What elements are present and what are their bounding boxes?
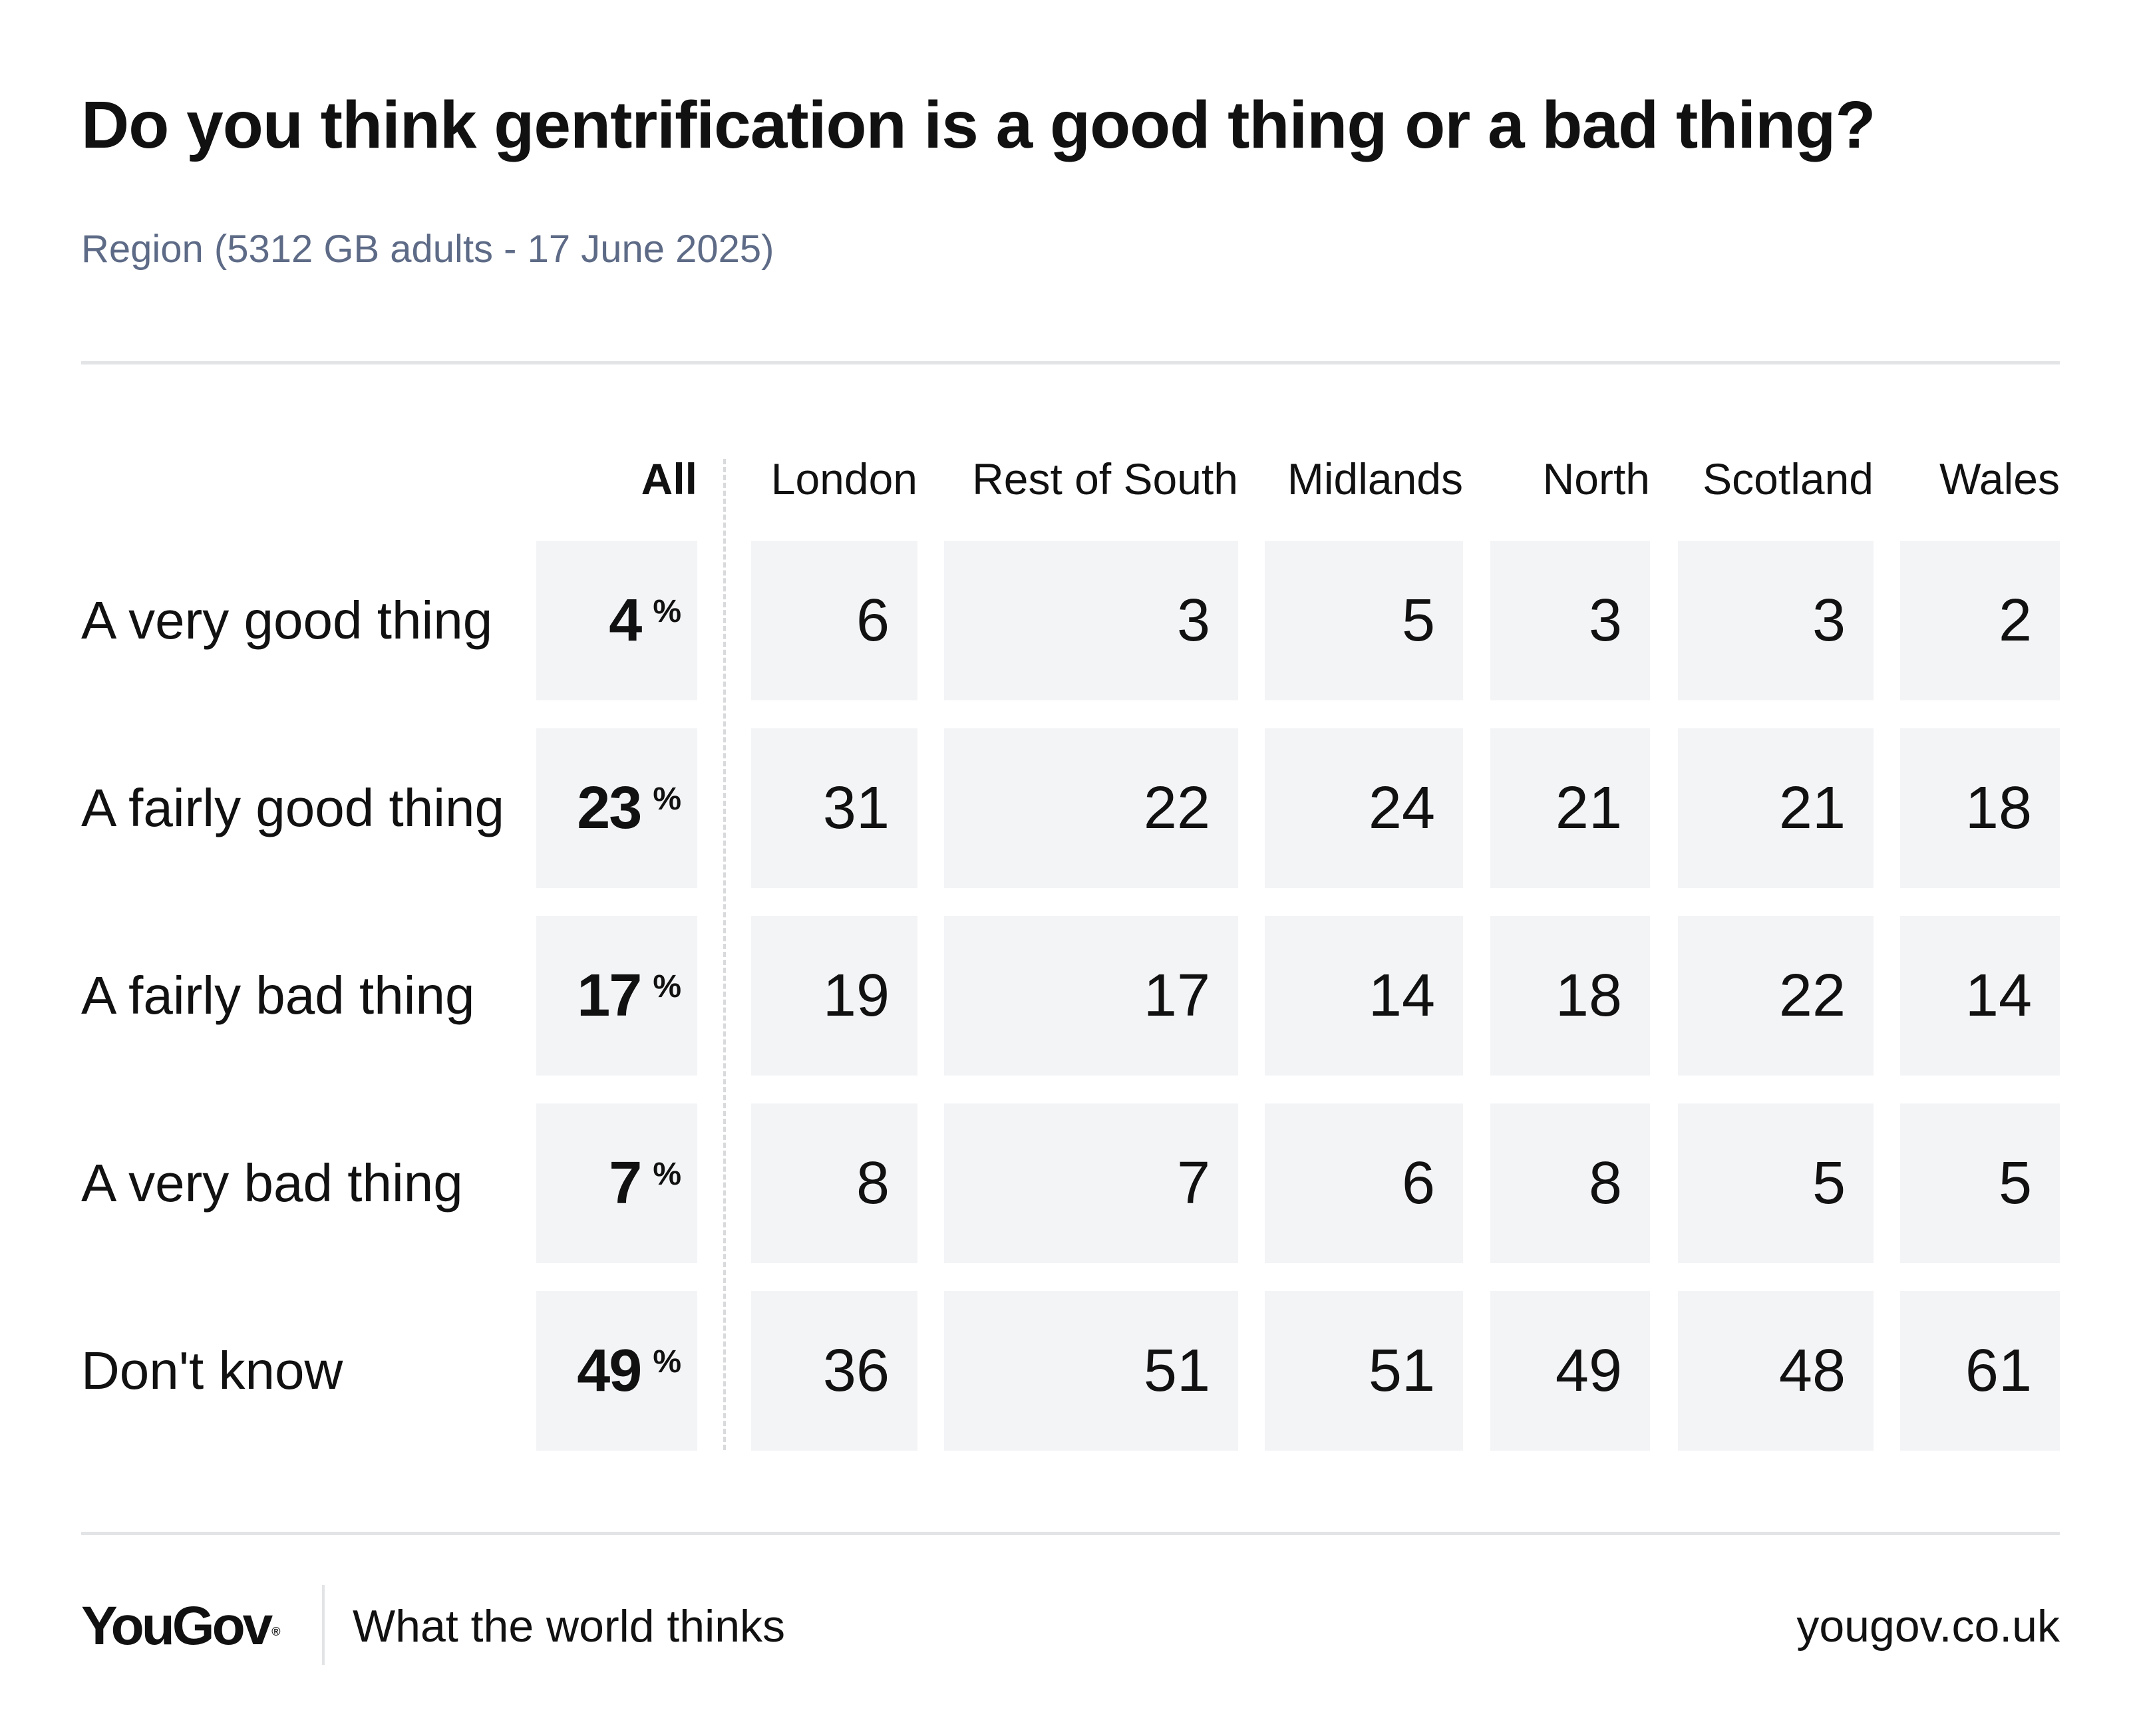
table-cell: 6 — [1265, 1103, 1463, 1263]
table-cell: 5 — [1265, 541, 1463, 700]
cell-value: 8 — [1588, 1149, 1622, 1217]
cell-value: 48 — [1778, 1337, 1846, 1404]
all-value-cell: 7% — [536, 1103, 697, 1263]
table-cell: 61 — [1900, 1291, 2060, 1451]
table-cell: 49 — [1490, 1291, 1650, 1451]
table-cell: 31 — [751, 728, 917, 888]
cell-value: 7 — [1176, 1149, 1210, 1217]
table-cell: 48 — [1678, 1291, 1874, 1451]
column-header-north: North — [1542, 454, 1650, 504]
table-cell: 22 — [1678, 916, 1874, 1076]
row-label: A fairly bad thing — [81, 966, 475, 1025]
table-cell: 3 — [1678, 541, 1874, 700]
cell-value: 21 — [1778, 774, 1846, 841]
percent-sign: % — [653, 781, 681, 817]
cell-value: 22 — [1143, 774, 1210, 841]
cell-value: 14 — [1965, 962, 2032, 1029]
column-header-scotland: Scotland — [1703, 454, 1874, 504]
table-cell: 36 — [751, 1291, 917, 1451]
cell-value: 31 — [822, 774, 890, 841]
percent-sign: % — [653, 1156, 681, 1192]
table-cell: 8 — [1490, 1103, 1650, 1263]
table-cell: 22 — [944, 728, 1238, 888]
cell-value: 6 — [856, 587, 890, 654]
cell-value: 18 — [1965, 774, 2032, 841]
chart-subtitle: Region (5312 GB adults - 17 June 2025) — [81, 227, 774, 271]
table-cell: 17 — [944, 916, 1238, 1076]
cell-value: 3 — [1588, 587, 1622, 654]
cell-value: 36 — [822, 1337, 890, 1404]
table-cell: 18 — [1900, 728, 2060, 888]
table-cell: 51 — [944, 1291, 1238, 1451]
all-value: 49 — [577, 1337, 642, 1404]
column-header-london: London — [770, 454, 917, 504]
cell-value: 24 — [1368, 774, 1435, 841]
table-cell: 18 — [1490, 916, 1650, 1076]
cell-value: 6 — [1401, 1149, 1435, 1217]
percent-sign: % — [653, 968, 681, 1004]
column-header-midlands: Midlands — [1287, 454, 1463, 504]
column-header-rest-of-south: Rest of South — [972, 454, 1238, 504]
table-cell: 8 — [751, 1103, 917, 1263]
yougov-logo[interactable]: YouGov ® — [81, 1596, 281, 1656]
top-divider — [81, 361, 2060, 364]
table-cell: 2 — [1900, 541, 2060, 700]
cell-value: 49 — [1555, 1337, 1622, 1404]
all-value: 7 — [609, 1149, 642, 1217]
all-value: 4 — [609, 587, 642, 654]
table-cell: 6 — [751, 541, 917, 700]
column-header-all: All — [641, 454, 697, 504]
chart-title: Do you think gentrification is a good th… — [81, 88, 1876, 162]
column-header-wales: Wales — [1939, 454, 2060, 504]
all-value-cell: 49% — [536, 1291, 697, 1451]
cell-value: 51 — [1143, 1337, 1210, 1404]
cell-value: 3 — [1176, 587, 1210, 654]
table-cell: 3 — [1490, 541, 1650, 700]
cell-value: 2 — [1998, 587, 2032, 654]
bottom-divider — [81, 1532, 2060, 1535]
footer-tagline: What the world thinks — [353, 1601, 786, 1652]
table-cell: 5 — [1678, 1103, 1874, 1263]
registered-mark: ® — [271, 1625, 281, 1638]
table-cell: 19 — [751, 916, 917, 1076]
cell-value: 22 — [1778, 962, 1846, 1029]
table-cell: 7 — [944, 1103, 1238, 1263]
all-column-divider — [723, 459, 726, 1450]
cell-value: 17 — [1143, 962, 1210, 1029]
cell-value: 18 — [1555, 962, 1622, 1029]
row-label: A very good thing — [81, 591, 493, 650]
row-label: Don't know — [81, 1341, 343, 1400]
table-cell: 14 — [1900, 916, 2060, 1076]
cell-value: 3 — [1812, 587, 1846, 654]
table-cell: 14 — [1265, 916, 1463, 1076]
row-label: A very bad thing — [81, 1153, 463, 1213]
cell-value: 5 — [1812, 1149, 1846, 1217]
cell-value: 19 — [822, 962, 890, 1029]
table-cell: 24 — [1265, 728, 1463, 888]
cell-value: 61 — [1965, 1337, 2032, 1404]
cell-value: 21 — [1555, 774, 1622, 841]
table-cell: 21 — [1678, 728, 1874, 888]
cell-value: 5 — [1401, 587, 1435, 654]
cell-value: 51 — [1368, 1337, 1435, 1404]
cell-value: 5 — [1998, 1149, 2032, 1217]
cell-value: 14 — [1368, 962, 1435, 1029]
table-cell: 3 — [944, 541, 1238, 700]
all-value: 23 — [577, 774, 642, 841]
table-cell: 21 — [1490, 728, 1650, 888]
all-value: 17 — [577, 962, 642, 1029]
cell-value: 8 — [856, 1149, 890, 1217]
all-value-cell: 23% — [536, 728, 697, 888]
table-cell: 51 — [1265, 1291, 1463, 1451]
percent-sign: % — [653, 1344, 681, 1379]
row-label: A fairly good thing — [81, 778, 504, 837]
all-value-cell: 17% — [536, 916, 697, 1076]
table-cell: 5 — [1900, 1103, 2060, 1263]
footer-url-link[interactable]: yougov.co.uk — [1796, 1601, 2060, 1652]
all-value-cell: 4% — [536, 541, 697, 700]
percent-sign: % — [653, 593, 681, 629]
footer-separator — [322, 1585, 325, 1665]
